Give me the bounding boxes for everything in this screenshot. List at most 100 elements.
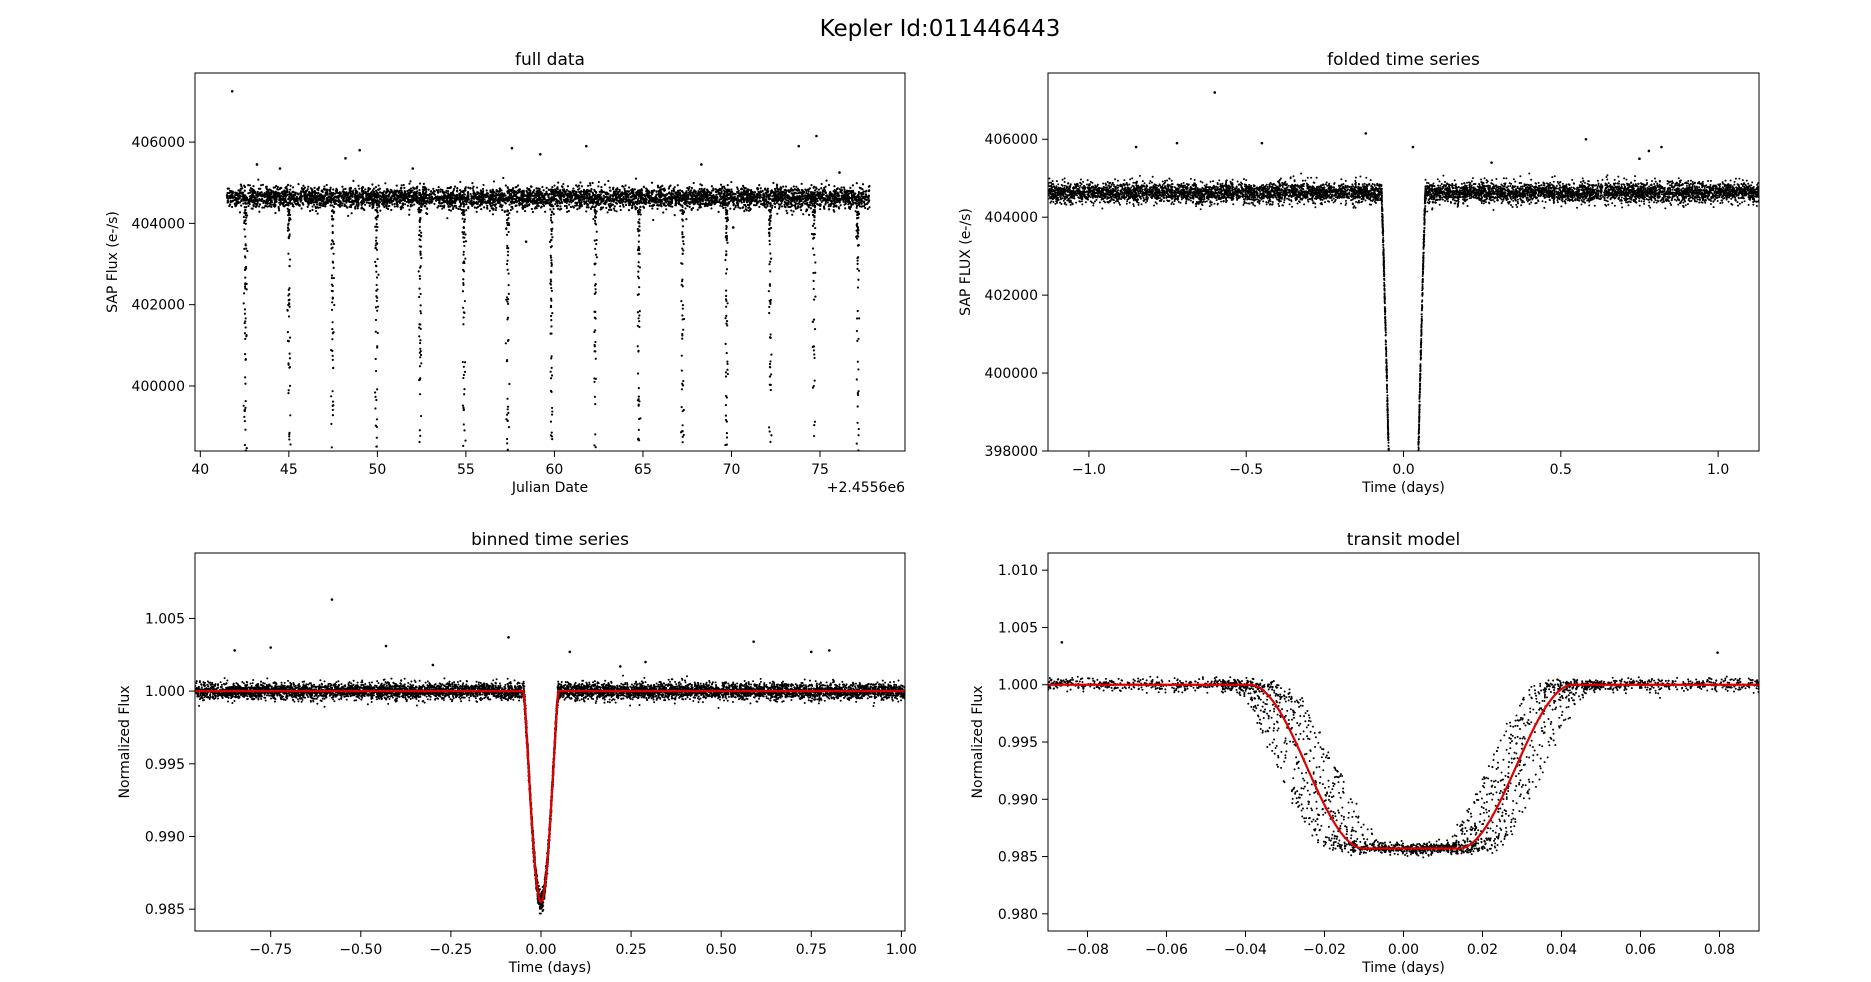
data-point (814, 201, 817, 204)
data-point (384, 182, 387, 185)
data-point (705, 204, 708, 207)
data-point (662, 211, 665, 214)
data-point (279, 203, 282, 206)
data-point (316, 212, 319, 215)
data-point (673, 214, 676, 217)
data-point (503, 198, 506, 201)
data-point (622, 200, 625, 203)
data-point (599, 208, 602, 211)
data-point (767, 202, 771, 205)
data-point (309, 187, 312, 190)
data-point (360, 207, 363, 210)
data-point (609, 189, 612, 192)
data-point (733, 208, 736, 211)
data-point (795, 192, 798, 195)
data-point (409, 180, 412, 183)
data-point (511, 188, 514, 191)
data-point (719, 183, 723, 186)
data-point (780, 202, 783, 205)
data-point (422, 200, 425, 203)
data-point (465, 196, 468, 199)
data-point (491, 192, 494, 195)
data-point (622, 205, 625, 208)
data-point (722, 189, 725, 192)
data-point (274, 200, 277, 203)
data-point (396, 194, 400, 197)
data-point (422, 195, 425, 198)
data-point (622, 196, 625, 199)
data-point (717, 210, 720, 213)
data-point (387, 195, 390, 198)
data-point (838, 188, 841, 191)
data-point (568, 192, 571, 196)
data-point (374, 185, 378, 189)
data-point (387, 205, 390, 208)
data-point (787, 205, 790, 209)
data-point (825, 194, 828, 197)
data-point (820, 187, 823, 190)
data-point (733, 195, 737, 199)
data-point (727, 190, 730, 193)
data-point (549, 208, 552, 211)
data-point (781, 198, 784, 201)
data-point (628, 204, 631, 207)
data-point (542, 204, 546, 207)
data-point (736, 186, 739, 189)
data-point (508, 203, 511, 206)
data-point (437, 188, 440, 192)
data-point (420, 202, 423, 205)
data-point (823, 207, 826, 210)
data-point (791, 189, 794, 192)
data-point (337, 198, 340, 201)
data-point (783, 205, 786, 208)
data-point (580, 204, 583, 207)
data-point (298, 203, 301, 206)
data-point (412, 198, 415, 201)
data-point (477, 205, 480, 208)
data-point (364, 203, 367, 206)
data-point (499, 203, 502, 206)
data-point (424, 200, 428, 203)
data-point (714, 188, 717, 191)
data-point (823, 186, 826, 190)
data-point (626, 195, 629, 198)
data-point (612, 190, 616, 193)
data-point (243, 185, 247, 189)
data-point (747, 198, 750, 201)
data-point (651, 191, 654, 194)
data-point (493, 204, 496, 207)
data-point (404, 191, 407, 194)
data-point (702, 189, 706, 192)
data-point (257, 187, 260, 190)
data-point (472, 190, 475, 194)
data-point (506, 186, 509, 189)
data-point (688, 186, 691, 189)
data-point (692, 181, 695, 185)
data-point (716, 196, 719, 199)
data-point (777, 207, 781, 210)
data-point (649, 198, 652, 201)
data-point (572, 206, 575, 209)
data-point (558, 202, 561, 205)
data-point (264, 200, 268, 203)
data-point (364, 197, 367, 201)
data-point (399, 208, 403, 211)
data-point (822, 205, 826, 208)
data-point (459, 189, 462, 192)
data-point (611, 195, 615, 198)
data-point (371, 203, 374, 206)
data-point (289, 192, 293, 195)
data-point (467, 194, 470, 198)
data-point (624, 190, 628, 193)
data-point (233, 195, 236, 198)
data-point (775, 184, 779, 187)
data-point (506, 192, 509, 195)
data-point (582, 195, 586, 199)
data-point (239, 187, 242, 190)
data-point (636, 198, 640, 202)
data-point (576, 208, 579, 211)
data-point (564, 199, 567, 202)
data-point (248, 189, 252, 192)
data-point (575, 193, 578, 196)
data-point (334, 199, 338, 202)
